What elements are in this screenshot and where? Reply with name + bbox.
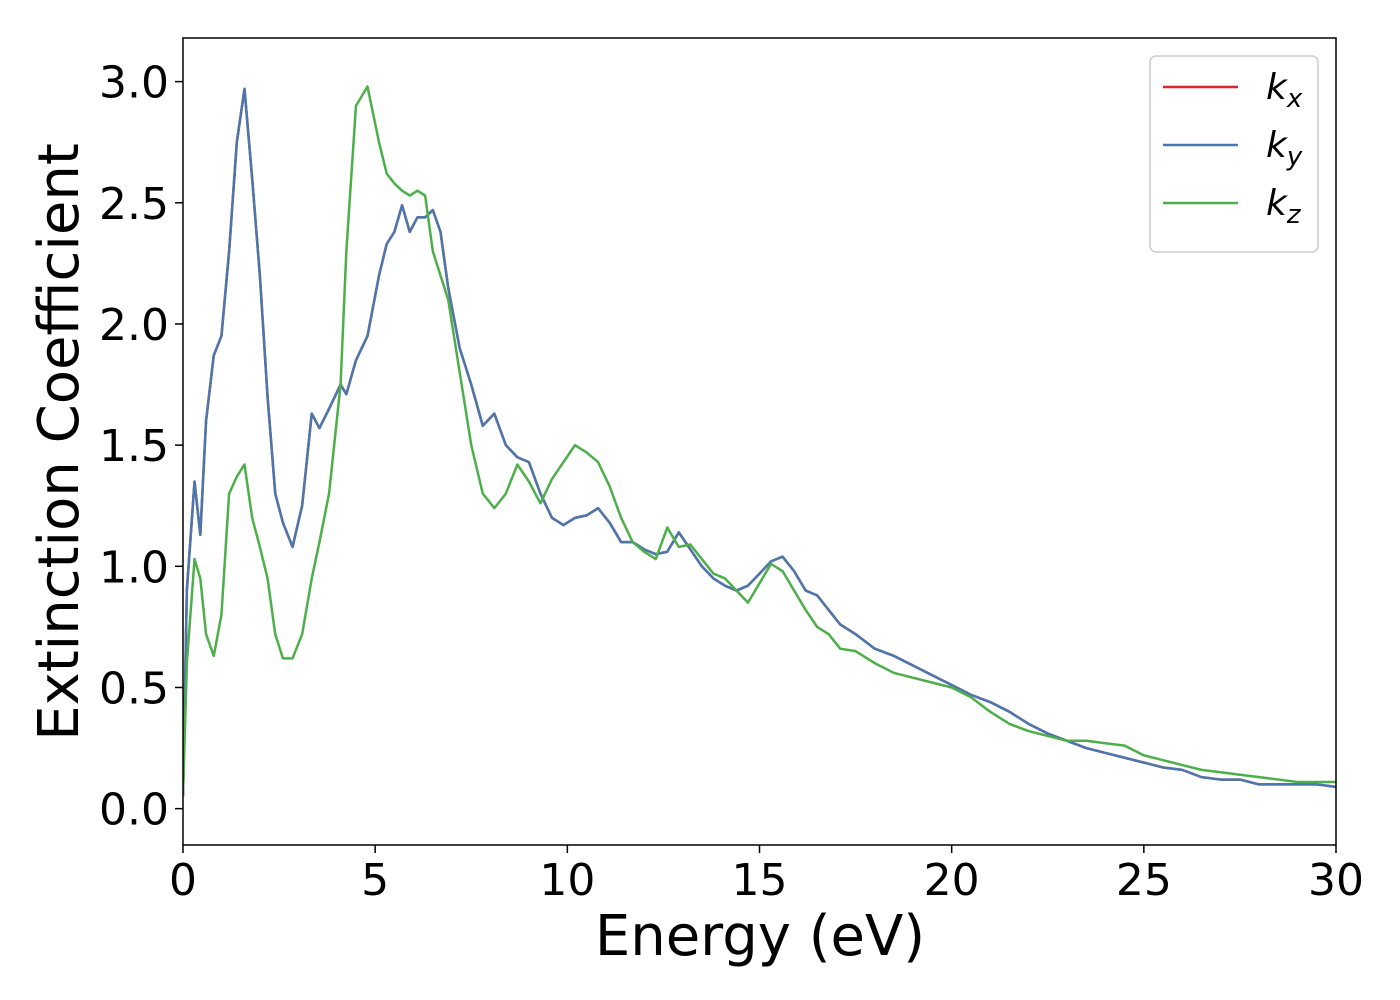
x-tick-label: 20 [924,855,980,906]
x-tick-label: 5 [361,855,389,906]
y-tick-label: 1.5 [99,421,169,472]
y-tick-label: 3.0 [99,58,169,109]
x-tick-label: 0 [169,855,197,906]
y-tick-label: 2.5 [99,179,169,230]
plot-frame [182,37,1337,846]
x-tick-label: 30 [1308,855,1364,906]
y-tick-label: 1.0 [99,542,169,593]
x-tick-label: 15 [732,855,788,906]
y-tick-label: 2.0 [99,300,169,351]
x-tick-label: 10 [539,855,595,906]
series-line [183,85,1336,797]
series-line [183,87,1336,797]
legend-label: kx [1266,67,1303,114]
y-axis-label: Extinction Coefficient [27,143,92,741]
x-tick-label: 25 [1116,855,1172,906]
legend-label: kz [1266,183,1302,230]
x-axis-label: Energy (eV) [595,904,925,969]
y-tick-label: 0.5 [99,663,169,714]
legend-label: ky [1266,125,1303,172]
y-tick-label: 0.0 [99,785,169,836]
